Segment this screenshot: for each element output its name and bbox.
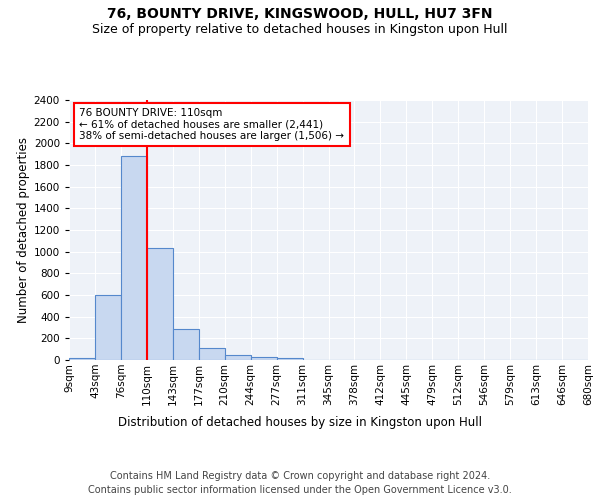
Bar bbox=[121, 156, 147, 360]
Text: 76 BOUNTY DRIVE: 110sqm
← 61% of detached houses are smaller (2,441)
38% of semi: 76 BOUNTY DRIVE: 110sqm ← 61% of detache… bbox=[79, 108, 344, 141]
Text: Contains HM Land Registry data © Crown copyright and database right 2024.
Contai: Contains HM Land Registry data © Crown c… bbox=[88, 471, 512, 495]
Bar bbox=[95, 295, 121, 360]
Bar bbox=[173, 328, 199, 360]
Text: Size of property relative to detached houses in Kingston upon Hull: Size of property relative to detached ho… bbox=[92, 22, 508, 36]
Text: 76, BOUNTY DRIVE, KINGSWOOD, HULL, HU7 3FN: 76, BOUNTY DRIVE, KINGSWOOD, HULL, HU7 3… bbox=[107, 8, 493, 22]
Bar bbox=[69, 358, 95, 360]
Bar bbox=[277, 358, 302, 360]
Y-axis label: Number of detached properties: Number of detached properties bbox=[17, 137, 29, 323]
Bar bbox=[199, 348, 224, 360]
Bar bbox=[225, 355, 251, 360]
Bar bbox=[147, 248, 173, 360]
Bar bbox=[251, 358, 277, 360]
Text: Distribution of detached houses by size in Kingston upon Hull: Distribution of detached houses by size … bbox=[118, 416, 482, 429]
